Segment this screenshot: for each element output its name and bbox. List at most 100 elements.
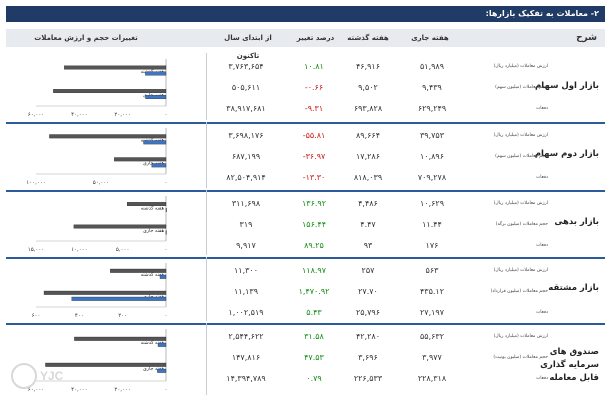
chart-bar [151,163,167,168]
percent-change-value: ۱۰.۸۱ [304,62,324,71]
mini-bar-chart: ۶۰,۰۰۰ ۴۰,۰۰۰ ۲۰,۰۰۰ ۰ هفته گذشته هفته جاری [6,323,176,395]
market-name: بازار مشتقه [548,283,599,293]
chart-tick-label: ۴۰,۰۰۰ [71,387,88,393]
chart-bar [73,224,167,229]
previous-week-value: ۳,۶۹۶ [358,353,378,362]
market-block: بازار دوم سهام ارزش معاملات (میلیارد ریال… [6,122,605,188]
table-row: ارزش معاملات (میلیارد ریال) ۵۵,۶۳۲ ۴۲,۲۸۰ ۳… [206,327,605,347]
column-divider [206,122,207,188]
chart-tick-label: ۱۰۰,۰۰۰ [26,180,45,186]
year-to-date-value: ۶۸۷,۱۹۹ [231,152,261,161]
chart-bar [159,274,167,279]
market-block: صندوق های سرمایه گذاری قابل معامله ارزش م… [6,323,605,395]
year-to-date-value: ۱۴,۳۹۴,۷۸۹ [226,374,266,383]
current-week-value: ۷۰۹,۲۷۸ [417,173,447,182]
current-week-value: ۹,۴۳۹ [422,83,442,92]
current-week-value: ۳۹,۷۵۳ [419,131,445,140]
current-week-value: ۲۷,۱۹۷ [419,308,445,317]
current-week-value: ۲۲۸,۳۱۸ [417,374,447,383]
market-block: بازار بدهی ارزش معاملات (میلیارد ریال) ۱۰,… [6,190,605,255]
table-row: حجم معاملات (میلیون سهم) ۱۰,۸۹۶ ۱۷,۲۸۶ -۳۶.… [206,147,605,167]
percent-change-value: -۰.۶۶ [304,83,324,92]
column-divider [206,257,207,321]
table-row: حجم معاملات (میلیون یونیت) ۳,۹۷۷ ۳,۶۹۶ ۴۷.۵… [206,348,605,368]
year-to-date-value: ۹,۹۱۷ [236,241,256,250]
header-previous-week: هفته گذشته [347,34,389,42]
year-to-date-value: ۳۱۹ [239,220,253,229]
percent-change-value: -۵۵.۸۱ [302,131,326,140]
previous-week-value: ۶۹۳,۸۲۸ [353,104,383,113]
previous-week-value: ۲۲۶,۵۳۳ [353,374,383,383]
previous-week-value: ۹,۵۰۲ [358,83,378,92]
percent-change-value: ۱۱۸.۹۷ [301,266,327,275]
chart-tick-label: ۴۰۰ [75,313,84,319]
current-week-value: ۴۳۵.۱۲ [419,287,445,296]
chart-bar [45,362,167,367]
chart-tick-label: ۶۰۰ [32,313,41,319]
previous-week-value: ۴.۴۷ [360,220,376,229]
chart-tick-label: ۲۰,۰۰۰ [114,112,131,118]
chart-bar [71,296,167,301]
row-label: ارزش معاملات (میلیارد ریال) [493,268,548,273]
row-label: ارزش معاملات (میلیارد ریال) [493,133,548,138]
year-to-date-value: ۳,۷۶۳,۶۵۴ [228,62,264,71]
chart-category-label: هفته گذشته [141,339,165,346]
watermark-logo: YJC [11,363,64,389]
mini-bar-chart: ۱۵,۰۰۰ ۱۰,۰۰۰ ۵,۰۰۰ ۰ هفته گذشته هفته جاری [6,190,176,255]
column-divider [206,53,207,120]
market-name: صندوق های سرمایه گذاری قابل معامله [540,347,599,383]
current-week-value: ۳,۹۷۷ [422,353,442,362]
table-row: ارزش معاملات (میلیارد ریال) ۵۱,۹۸۹ ۴۶,۹۱۶ ۱… [206,57,605,77]
row-label: دفعات [536,376,548,381]
previous-week-value: ۴۶,۹۱۶ [355,62,381,71]
header-year-to-date: از ابتدای سال تاکنون [224,34,272,60]
table-row: حجم معاملات (میلیون قرارداد) ۴۳۵.۱۲ ۲۷.۷۰ ۱… [206,282,605,302]
svg-text:YJC: YJC [40,369,64,383]
year-to-date-value: ۵۰۵,۶۱۱ [231,83,261,92]
chart-tick-label: ۰ [165,313,168,319]
previous-week-value: ۲۵۷ [361,266,375,275]
chart-bar [49,134,167,139]
table-row: دفعات ۷۰۹,۲۷۸ ۸۱۸,۰۳۹ -۱۳.۳۰ ۸۲,۵۰۴,۹۱۴ [206,168,605,188]
chart-category-label: هفته گذشته [141,204,165,211]
chart-tick-label: ۵۰,۰۰۰ [93,180,110,186]
row-label: دفعات [536,310,548,315]
current-week-value: ۱۰,۶۲۹ [419,199,445,208]
chart-tick-label: ۲۰,۰۰۰ [114,387,131,393]
previous-week-value: ۸۱۸,۰۳۹ [353,173,383,182]
percent-change-value: ۱,۴۷۰.۹۲ [298,287,330,296]
previous-week-value: ۱۷,۲۸۶ [355,152,381,161]
percent-change-value: -۹.۳۱ [304,104,324,113]
current-week-value: ۵۶۳ [425,266,439,275]
chart-tick-label: ۲۰۰ [118,313,127,319]
market-name: بازار دوم سهام [534,149,599,159]
chart-tick-label: ۶۰,۰۰۰ [28,112,45,118]
row-label: ارزش معاملات (میلیارد ریال) [493,201,548,206]
chart-tick-label: ۱۵,۰۰۰ [28,247,45,253]
chart-bar [110,268,167,273]
chart-bar [165,208,167,212]
previous-week-value: ۲۷.۷۰ [358,287,378,296]
row-label: ارزش معاملات (میلیارد ریال) [493,334,548,339]
percent-change-value: ۸۹.۲۵ [304,241,324,250]
current-week-value: ۵۵,۶۳۲ [419,332,445,341]
year-to-date-value: ۳۱۱,۶۹۸ [231,199,261,208]
market-block: بازار مشتقه ارزش معاملات (میلیارد ریال) ۵۶… [6,257,605,321]
market-name: بازار اول سهام [535,80,599,91]
previous-week-value: ۹۳ [363,241,373,250]
block-divider [6,323,605,325]
chart-bar [114,157,167,162]
chart-tick-label: ۰ [165,112,168,118]
column-divider [206,190,207,255]
year-to-date-value: ۱۱,۳۰۰ [233,266,259,275]
chart-category-label: هفته گذشته [141,271,165,278]
percent-change-value: ۱۳۶.۹۲ [301,199,327,208]
chart-bar [157,342,167,347]
percent-change-value: -۳۶.۹۷ [302,152,326,161]
previous-week-value: ۲۵,۷۹۶ [355,308,381,317]
previous-week-value: ۴,۴۸۶ [358,199,378,208]
